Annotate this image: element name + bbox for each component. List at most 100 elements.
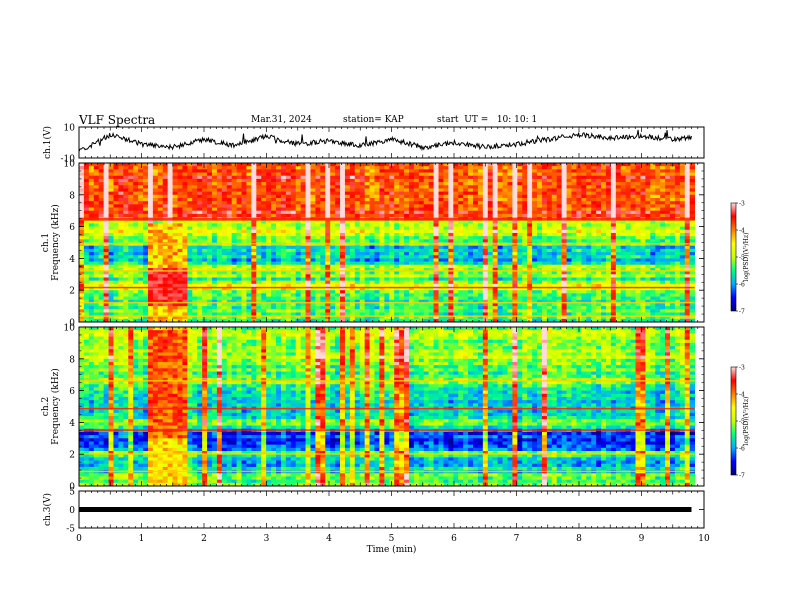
spec-cell	[438, 258, 444, 262]
spec-cell	[453, 245, 459, 250]
spec-cell	[541, 277, 548, 282]
spec-cell	[581, 172, 587, 177]
spec-cell	[266, 264, 272, 269]
spec-cell	[344, 213, 351, 218]
spec-cell	[349, 204, 356, 208]
spec-cell	[157, 191, 164, 196]
spec-cell	[413, 182, 420, 186]
spec-cell	[162, 283, 169, 288]
spec-cell	[645, 201, 651, 205]
spec-cell	[271, 239, 277, 243]
spec-cell	[413, 245, 420, 250]
spec-cell	[202, 185, 208, 189]
spec-cell	[650, 229, 656, 234]
spec-cell	[133, 271, 139, 275]
spec-cell	[177, 201, 183, 205]
spec-cell	[620, 267, 627, 272]
spec-cell	[315, 232, 321, 237]
spec-cell	[448, 204, 454, 208]
spec-cell	[660, 264, 666, 269]
spec-cell	[404, 255, 410, 259]
spec-cell	[187, 185, 193, 189]
spec-cell	[133, 166, 139, 170]
spec-cell	[497, 248, 503, 253]
spec-cell	[88, 255, 95, 259]
spec-cell	[473, 283, 479, 288]
spec-cell	[359, 274, 366, 278]
spec-cell	[581, 185, 587, 189]
spec-cell	[118, 283, 124, 288]
spec-cell	[670, 261, 676, 266]
spec-cell	[586, 191, 592, 196]
spec-cell	[271, 264, 277, 269]
spec-cell	[98, 188, 105, 193]
spec-cell	[182, 204, 188, 208]
spec-cell	[640, 204, 646, 208]
spec-cell	[310, 236, 316, 240]
spec-cell	[408, 182, 415, 186]
spec-cell	[448, 188, 454, 193]
spec-cell	[305, 261, 311, 266]
spec-cell	[408, 175, 415, 180]
spec-cell	[98, 264, 105, 269]
spec-cell	[635, 223, 641, 227]
spec-cell	[315, 163, 321, 167]
spec-cell	[546, 201, 553, 205]
spec-cell	[660, 245, 666, 250]
spec-cell	[443, 258, 449, 262]
spec-cell	[394, 258, 400, 262]
spec-cell	[537, 194, 543, 199]
spec-cell	[162, 271, 169, 275]
spec-cell	[108, 169, 114, 173]
spec-cell	[674, 236, 681, 240]
spec-cell	[389, 210, 395, 215]
spec-cell	[202, 220, 208, 224]
spec-cell	[226, 197, 233, 202]
spec-cell	[541, 236, 548, 240]
spec-cell	[216, 210, 223, 215]
spec-cell	[571, 163, 577, 167]
spec-cell	[236, 166, 242, 170]
spec-cell	[532, 201, 538, 205]
spec-cell	[349, 191, 356, 196]
spec-cell	[310, 166, 316, 170]
spec-cell	[645, 226, 651, 231]
spec-cell	[551, 248, 558, 253]
spec-cell	[428, 185, 435, 189]
spec-cell	[428, 236, 435, 240]
spec-cell	[236, 226, 242, 231]
spec-cell	[556, 194, 563, 199]
spec-cell	[492, 267, 499, 272]
spec-cell	[512, 223, 518, 227]
spec-cell	[645, 252, 651, 256]
spec-cell	[349, 277, 356, 282]
spec-cell	[473, 163, 479, 167]
spec-cell	[79, 255, 85, 259]
spec-cell	[167, 220, 173, 224]
spec-cell	[98, 172, 105, 177]
spec-cell	[379, 232, 385, 237]
spec-cell	[128, 248, 134, 253]
spec-cell	[389, 226, 395, 231]
spec-cell	[344, 223, 351, 227]
spec-cell	[502, 271, 508, 275]
spec-cell	[280, 252, 287, 256]
spec-cell	[320, 204, 326, 208]
spec-cell	[152, 277, 159, 282]
spec-cell	[315, 267, 321, 272]
spec-cell	[83, 236, 90, 240]
spec-cell	[537, 245, 543, 250]
spec-cell	[216, 277, 223, 282]
spec-cell	[162, 185, 169, 189]
spec-cell	[581, 245, 587, 250]
spec-cell	[261, 178, 267, 183]
spec-cell	[261, 210, 267, 215]
spec-cell	[93, 229, 100, 234]
spec-cell	[487, 226, 494, 231]
spec-cell	[256, 210, 262, 215]
spec-cell	[576, 274, 582, 278]
spec-cell	[635, 255, 641, 259]
spec-cell	[83, 287, 90, 291]
spec-cell	[143, 226, 149, 231]
spec-cell	[98, 185, 105, 189]
